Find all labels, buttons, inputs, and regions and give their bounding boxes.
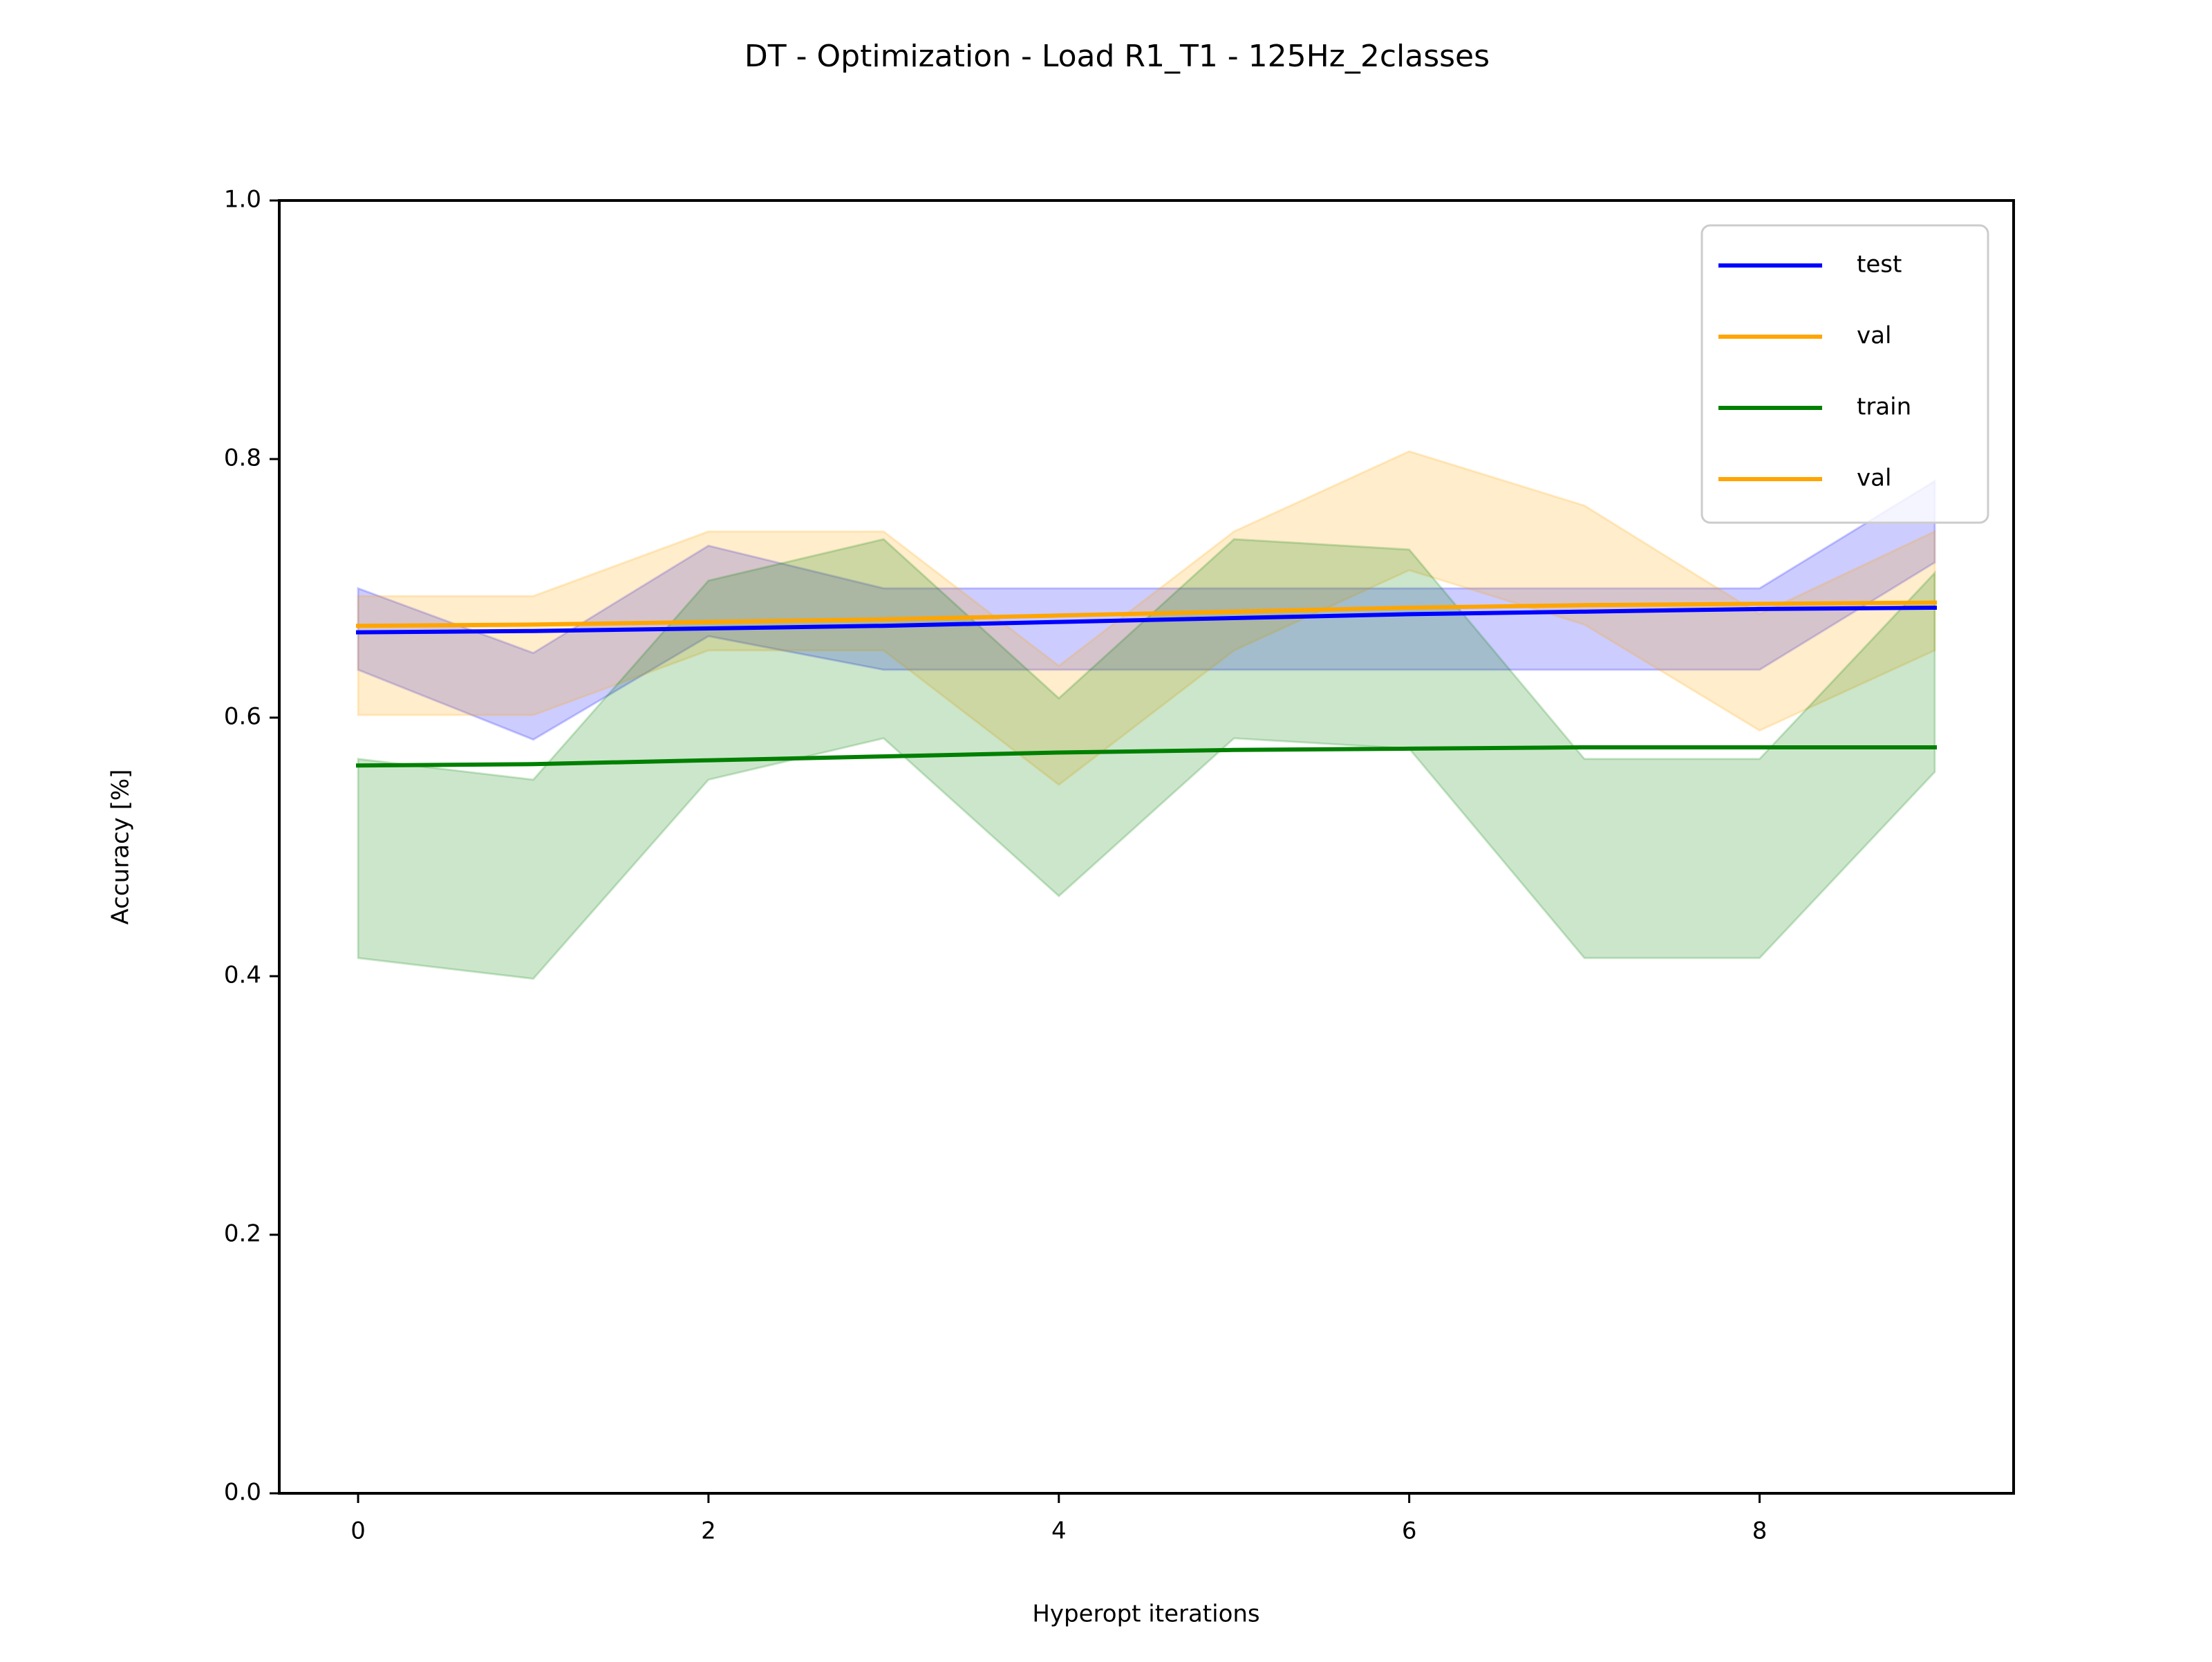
x-tick-label: 6 bbox=[1402, 1518, 1417, 1545]
y-tick-label: 0.2 bbox=[224, 1220, 261, 1248]
x-tick-label: 4 bbox=[1051, 1518, 1067, 1545]
legend: test val train val bbox=[1700, 224, 1989, 524]
chart-title: DT - Optimization - Load R1_T1 - 125Hz_2… bbox=[744, 39, 1490, 74]
legend-box bbox=[1700, 224, 1989, 524]
plot-frame bbox=[278, 199, 2015, 1495]
x-tick-label: 0 bbox=[350, 1518, 366, 1545]
test-line bbox=[355, 605, 1938, 635]
test-band bbox=[357, 479, 1936, 741]
x-tick-label: 2 bbox=[701, 1518, 716, 1545]
series-lines bbox=[355, 600, 1938, 768]
legend-label: test bbox=[1857, 251, 1902, 279]
legend-label: val bbox=[1857, 322, 1891, 350]
y-tick-label: 1.0 bbox=[224, 186, 261, 214]
y-tick-label: 0.4 bbox=[224, 962, 261, 989]
val-line bbox=[355, 600, 1938, 628]
y-tick-label: 0.6 bbox=[224, 703, 261, 731]
y-axis-label: Accuracy [%] bbox=[107, 769, 135, 925]
x-axis-ticks: 0 2 4 6 8 bbox=[350, 1493, 1767, 1545]
train-band bbox=[357, 538, 1936, 980]
x-tick-label: 8 bbox=[1752, 1518, 1768, 1545]
y-tick-label: 0.0 bbox=[224, 1479, 261, 1506]
y-tick-label: 0.8 bbox=[224, 445, 261, 472]
legend-label: train bbox=[1857, 393, 1911, 421]
x-axis-label: Hyperopt iterations bbox=[1032, 1600, 1259, 1628]
y-axis-ticks: 0.0 0.2 0.4 0.6 0.8 1.0 bbox=[224, 186, 279, 1506]
legend-items: test val train val bbox=[1718, 251, 1911, 492]
legend-label: val bbox=[1857, 465, 1891, 492]
train-line bbox=[355, 745, 1937, 768]
